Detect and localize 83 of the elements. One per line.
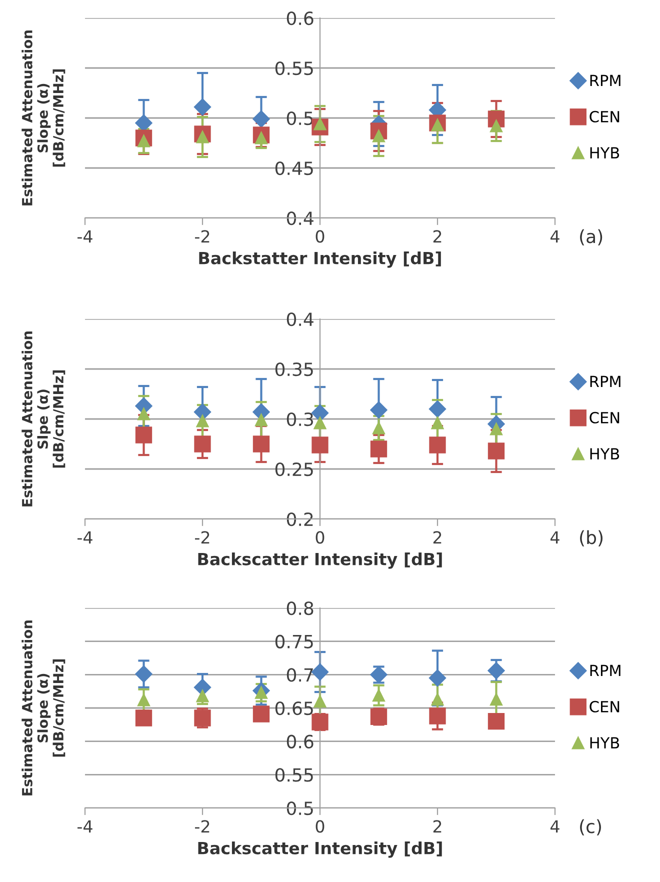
y-tick-label: 0.4 [286,312,314,326]
y-tick-label: 0.55 [275,61,313,76]
x-tick-label: 0 [316,820,324,833]
point [490,120,502,132]
legend-label: CEN [590,700,620,712]
point [429,708,446,724]
y-axis-title: Estimated Attenuation Slope (α) [dB/cm/MHz] [22,620,66,796]
text: (b) [580,530,602,546]
legend-label: RPM [590,376,620,388]
y-axis-title: Estimated Attenuation Slpe (α) [dB/cm/MHz] [22,331,66,506]
x-tick-label: -2 [195,230,210,242]
point [372,689,385,702]
y-tick-label: 0.8 [286,601,314,616]
text: (a) [580,229,602,246]
legend-label: CEN [590,110,620,122]
x-tick-label: 2 [433,230,442,242]
point [428,669,446,687]
legend-label: CEN [590,412,620,424]
point [372,422,385,434]
point [194,436,211,452]
text: (c) [580,819,601,836]
x-tick-label: -2 [195,820,210,832]
x-tick-label: -4 [78,820,92,832]
y-tick-label: 0.65 [275,701,313,716]
point [138,408,150,420]
point [431,416,444,430]
point [488,662,505,680]
legend-label: RPM [590,74,620,86]
point [314,416,326,430]
point [311,663,329,681]
x-tick-label: -4 [78,531,92,544]
point [311,404,329,422]
point [138,694,150,706]
legend-label: HYB [590,737,620,748]
point [370,401,388,419]
legend-label: HYB [590,448,620,460]
y-tick-label: 0.5 [286,111,313,126]
legend-label: HYB [590,147,620,158]
point [135,114,152,132]
x-axis-title: Backscatter Intensity [dB] [198,552,442,569]
y-tick-label: 0.25 [275,462,313,476]
point [135,426,152,444]
x-tick-label: 4 [550,820,560,832]
y-tick-label: 0.55 [275,768,313,782]
point [490,693,502,706]
point [488,442,505,460]
point [252,110,270,128]
y-tick-label: 0.45 [275,161,313,176]
point [252,436,270,452]
point [252,706,270,722]
point [370,440,388,458]
point [428,400,446,418]
y-tick-label: 0.6 [286,11,314,26]
y-tick-label: 0.7 [286,668,313,682]
point [314,695,326,708]
y-tick-label: 0.3 [286,412,313,426]
point [196,414,209,428]
x-tick-label: 4 [550,531,560,544]
x-tick-label: 2 [433,820,442,832]
y-tick-label: 0.75 [275,634,313,648]
point [196,690,209,702]
point [490,422,502,436]
y-tick-label: 0.6 [286,734,314,748]
x-tick-label: 0 [316,531,324,544]
x-tick-label: 4 [550,230,560,242]
x-tick-label: -4 [78,230,92,242]
legend-label: RPM [590,664,620,676]
y-tick-label: 0.35 [275,362,313,376]
point [429,436,446,454]
point [431,693,444,706]
point [135,665,152,683]
point [255,414,268,426]
point [135,710,152,726]
x-tick-label: 0 [316,230,324,243]
point [312,436,328,454]
x-axis-title: Backscatter Intensity [dB] [198,841,442,858]
y-axis-title: Estimated Attenuation Slope (α) [dB/cm/MHz] [22,30,66,206]
point [488,713,505,730]
point [312,714,328,730]
point [194,98,212,116]
x-axis-title: Backstatter Intensity [dB] [199,251,441,268]
x-tick-label: 2 [433,531,442,544]
x-tick-label: -2 [195,531,210,544]
